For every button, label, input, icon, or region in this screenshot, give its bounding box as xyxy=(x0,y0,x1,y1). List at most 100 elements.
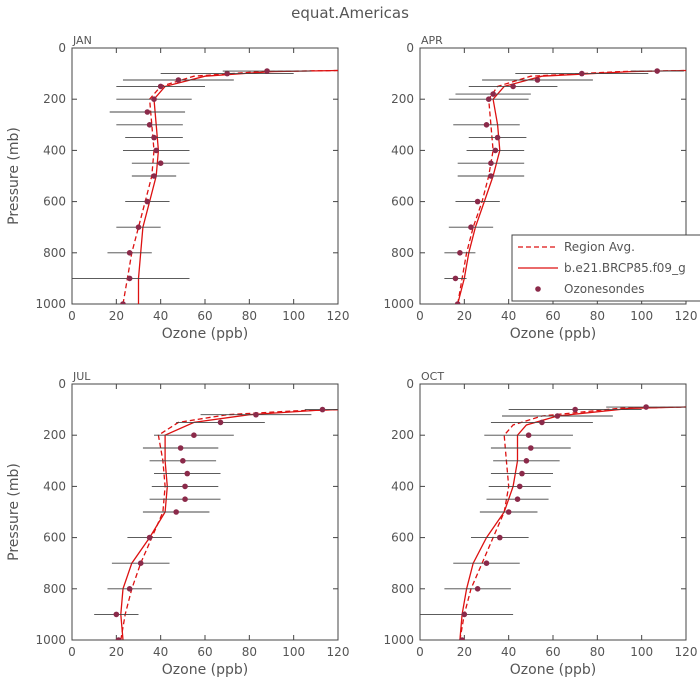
y-tick-label: 800 xyxy=(391,246,414,260)
ozonesonde-point xyxy=(468,224,474,230)
y-tick-label: 200 xyxy=(43,428,66,442)
ozonesonde-point xyxy=(494,134,501,141)
y-tick-label: 0 xyxy=(406,377,414,391)
ozonesonde-point xyxy=(115,637,122,640)
ozonesonde-point xyxy=(151,134,157,141)
y-tick-label: 200 xyxy=(43,92,66,106)
ozonesonde-point xyxy=(264,68,270,74)
ozonesonde-point xyxy=(319,406,326,413)
y-tick-label: 800 xyxy=(43,582,66,596)
x-tick-label: 20 xyxy=(457,645,472,659)
plot-area xyxy=(78,406,338,640)
x-tick-label: 80 xyxy=(590,645,605,659)
x-axis-label: Ozone (ppb) xyxy=(162,662,248,678)
ozonesonde-point xyxy=(217,419,224,426)
ozonesonde-point xyxy=(505,509,512,515)
ozonesonde-point xyxy=(525,432,532,439)
ozonesonde-point xyxy=(157,83,164,90)
y-tick-label: 1000 xyxy=(383,633,414,647)
x-tick-label: 60 xyxy=(545,645,560,659)
x-tick-label: 120 xyxy=(675,309,698,323)
panel-label: JUL xyxy=(72,370,91,383)
ozonesonde-point xyxy=(137,560,144,566)
ozonesonde-point xyxy=(126,275,133,282)
plot-area xyxy=(420,404,686,640)
figure-title: equat.Americas xyxy=(291,4,409,22)
x-tick-label: 60 xyxy=(545,309,560,323)
ozonesonde-point xyxy=(144,198,151,205)
y-tick-label: 600 xyxy=(43,195,66,209)
x-tick-label: 60 xyxy=(197,645,212,659)
ozonesonde-point xyxy=(253,411,259,418)
ozonesonde-point xyxy=(182,483,188,490)
y-tick-label: 400 xyxy=(391,479,414,493)
y-tick-label: 0 xyxy=(58,41,66,55)
ozonesonde-point xyxy=(579,70,585,77)
x-tick-label: 100 xyxy=(630,645,653,659)
x-tick-label: 20 xyxy=(109,309,124,323)
ozonesonde-point xyxy=(523,458,530,464)
y-tick-label: 0 xyxy=(58,377,66,391)
y-tick-label: 200 xyxy=(391,92,414,106)
y-tick-label: 1000 xyxy=(383,297,414,311)
x-tick-label: 40 xyxy=(501,645,516,659)
ozonesonde-point xyxy=(514,496,521,503)
ozonesonde-point xyxy=(554,413,561,419)
y-axis-label: Pressure (mb) xyxy=(6,127,22,225)
x-tick-label: 80 xyxy=(242,645,257,659)
y-axis-label: Pressure (mb) xyxy=(6,463,22,561)
x-tick-label: 40 xyxy=(153,645,168,659)
ozonesonde-point xyxy=(146,122,153,128)
ozonesonde-point xyxy=(120,301,126,304)
region-avg-line xyxy=(120,408,338,640)
legend: Region Avg. b.e21.BRCP85.f09_g Ozonesondes xyxy=(511,234,700,302)
ozonesonde-point xyxy=(173,509,179,515)
ozonesonde-point xyxy=(474,586,481,592)
y-tick-label: 400 xyxy=(43,479,66,493)
ozonesonde-point xyxy=(459,637,465,640)
chart-panel-apr: APR 0 20 40 60 80 100 120 0 200 400 600 800 1000 Ozone… xyxy=(383,34,697,342)
x-tick-label: 20 xyxy=(457,309,472,323)
ozonesonde-point xyxy=(461,611,468,618)
y-tick-label: 400 xyxy=(43,143,66,157)
x-tick-label: 0 xyxy=(416,645,424,659)
ozonesonde-point xyxy=(126,250,133,256)
chart-panel-jan: JAN 0 20 40 60 80 100 120 0 200 400 600 800 1000 Ozone… xyxy=(6,34,349,342)
x-tick-label: 80 xyxy=(590,309,605,323)
ozonesonde-point xyxy=(157,160,164,166)
panel-label: OCT xyxy=(421,370,444,383)
ozonesonde-point xyxy=(488,173,494,179)
y-tick-label: 800 xyxy=(391,582,414,596)
y-tick-label: 1000 xyxy=(35,633,66,647)
x-tick-label: 0 xyxy=(68,645,76,659)
ozonesonde-point xyxy=(126,586,133,592)
y-tick-label: 200 xyxy=(391,428,414,442)
ozonesonde-point xyxy=(519,470,525,477)
y-tick-label: 1000 xyxy=(35,297,66,311)
ozonesonde-point xyxy=(483,122,490,128)
ozonesonde-point xyxy=(454,301,461,304)
x-tick-label: 100 xyxy=(630,309,653,323)
ozonesonde-point xyxy=(534,77,541,83)
ozonesonde-point xyxy=(135,224,142,230)
ozonesonde-point xyxy=(182,496,188,503)
ozonesonde-point xyxy=(144,109,151,115)
ozonesonde-point xyxy=(643,404,649,410)
ozonesonde-point xyxy=(539,419,545,426)
legend-label-region-avg: Region Avg. xyxy=(564,240,635,254)
ozonesonde-point xyxy=(474,198,481,205)
legend-label-model: b.e21.BRCP85.f09_g xyxy=(564,261,686,275)
ozonesonde-point xyxy=(510,83,516,90)
ozonesonde-point xyxy=(654,68,660,74)
y-tick-label: 600 xyxy=(43,531,66,545)
legend-label-ozonesondes: Ozonesondes xyxy=(564,282,645,296)
chart-panel-oct: OCT 0 20 40 60 80 100 120 0 200 400 600 800 1000 Ozone… xyxy=(383,370,697,678)
ozonesonde-point xyxy=(483,560,490,566)
legend-swatch-ozonesondes xyxy=(535,286,541,292)
ozonesonde-point xyxy=(485,96,492,102)
x-axis-label: Ozone (ppb) xyxy=(510,662,596,678)
ozonesonde-point xyxy=(151,96,157,102)
ozonesonde-point xyxy=(528,445,534,451)
x-tick-label: 120 xyxy=(675,645,698,659)
